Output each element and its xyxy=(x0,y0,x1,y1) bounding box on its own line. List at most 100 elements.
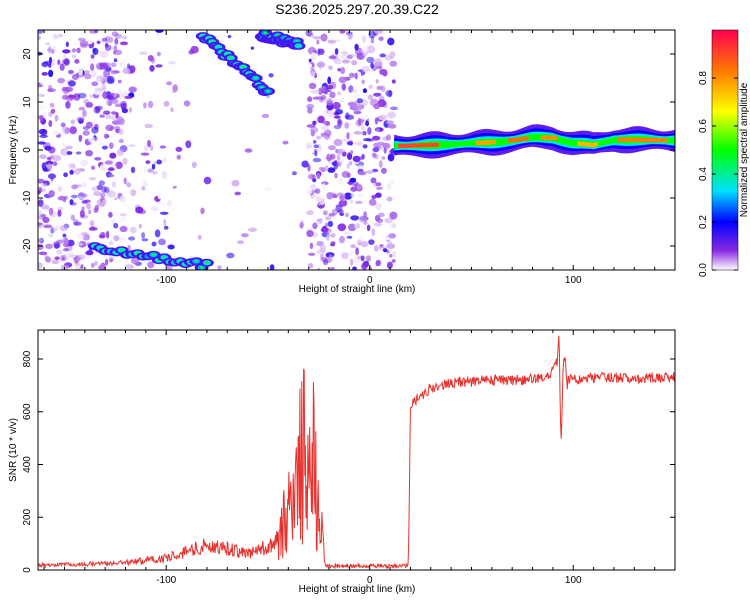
noise-speckle xyxy=(43,224,53,229)
noise-speckle xyxy=(373,222,383,227)
noise-speckle xyxy=(320,257,327,262)
noise-speckle xyxy=(371,228,375,237)
snr-y-tick-label: 600 xyxy=(22,403,33,420)
colorbar-tick-label: 0.6 xyxy=(698,119,709,133)
noise-speckle xyxy=(110,46,115,50)
noise-speckle xyxy=(375,260,380,267)
noise-speckle xyxy=(375,79,379,84)
noise-speckle xyxy=(350,102,358,111)
noise-speckle xyxy=(149,65,155,72)
noise-speckle xyxy=(334,172,338,179)
noise-speckle xyxy=(330,233,336,238)
colorbar-gradient xyxy=(711,29,739,271)
noise-speckle xyxy=(54,114,59,122)
noise-speckle xyxy=(379,53,386,58)
noise-speckle xyxy=(151,241,157,247)
noise-speckle xyxy=(38,238,42,243)
noise-speckle xyxy=(350,215,360,221)
noise-speckle xyxy=(327,39,337,44)
noise-speckle xyxy=(342,138,352,143)
noise-speckle xyxy=(361,35,366,44)
noise-speckle xyxy=(91,81,99,87)
noise-speckle xyxy=(94,90,102,96)
noise-speckle xyxy=(382,248,388,253)
noise-speckle xyxy=(100,208,107,216)
noise-speckle xyxy=(388,55,394,59)
noise-speckle xyxy=(168,60,176,65)
noise-speckle xyxy=(323,210,328,216)
noise-speckle xyxy=(48,232,54,238)
noise-speckle xyxy=(118,138,124,144)
noise-speckle xyxy=(111,120,121,125)
noise-speckle xyxy=(84,73,92,80)
streak-blob xyxy=(266,90,270,93)
noise-speckle xyxy=(84,69,90,76)
noise-speckle xyxy=(301,160,309,168)
noise-speckle xyxy=(231,179,240,187)
snr-ticks: -100 0 100 0 200 400 600 800 xyxy=(22,330,676,586)
noise-speckle xyxy=(91,70,97,78)
noise-speckle xyxy=(54,105,60,110)
noise-speckle xyxy=(368,239,375,245)
noise-speckle xyxy=(316,61,326,68)
noise-speckle xyxy=(306,210,314,216)
noise-speckle xyxy=(363,138,372,142)
noise-speckle xyxy=(101,83,105,89)
noise-speckle xyxy=(156,51,161,57)
noise-speckle xyxy=(82,130,90,136)
noise-speckle xyxy=(155,64,163,68)
snr-y-tick-label: 0 xyxy=(22,567,33,573)
noise-speckle xyxy=(50,108,56,114)
noise-speckle xyxy=(111,111,117,115)
noise-speckle xyxy=(126,182,132,188)
noise-speckle xyxy=(374,61,383,67)
noise-speckle xyxy=(355,200,363,205)
noise-speckle xyxy=(375,128,380,132)
noise-speckle xyxy=(175,146,183,152)
noise-speckle xyxy=(130,189,137,197)
noise-speckle xyxy=(144,123,153,129)
noise-speckle xyxy=(53,242,60,249)
noise-speckle xyxy=(69,126,77,135)
noise-speckle xyxy=(128,144,136,148)
noise-speckle xyxy=(109,152,117,159)
noise-speckle xyxy=(75,151,82,155)
noise-speckle xyxy=(334,115,341,119)
noise-speckle xyxy=(381,85,386,92)
noise-speckle xyxy=(314,195,322,202)
noise-speckle xyxy=(343,192,353,200)
noise-speckle xyxy=(141,232,146,239)
noise-speckle xyxy=(373,146,382,150)
noise-speckle xyxy=(108,36,114,44)
noise-speckle xyxy=(99,50,109,58)
noise-speckle xyxy=(349,177,357,183)
noise-speckle xyxy=(261,113,270,118)
noise-speckle xyxy=(346,163,350,169)
noise-speckle xyxy=(87,116,94,121)
noise-speckle xyxy=(371,152,377,158)
noise-speckle xyxy=(326,192,334,200)
noise-speckle xyxy=(354,72,358,80)
noise-speckle xyxy=(147,168,154,173)
noise-speckle xyxy=(326,98,334,106)
noise-speckle xyxy=(76,256,81,262)
noise-speckle xyxy=(163,225,169,230)
noise-speckle xyxy=(327,110,335,118)
noise-speckle xyxy=(108,211,113,218)
noise-speckle xyxy=(361,79,365,85)
noise-speckle xyxy=(368,84,374,90)
noise-speckle xyxy=(307,96,313,103)
noise-speckle xyxy=(80,160,89,167)
noise-speckle xyxy=(140,152,150,156)
noise-speckle xyxy=(143,166,148,173)
noise-speckle xyxy=(38,93,46,98)
noise-speckle xyxy=(99,192,106,197)
noise-speckle xyxy=(115,161,123,170)
noise-speckle xyxy=(341,83,347,91)
noise-speckle xyxy=(62,49,71,54)
noise-speckle xyxy=(392,250,396,258)
noise-speckle xyxy=(143,102,147,109)
noise-speckle xyxy=(88,227,98,231)
noise-speckle xyxy=(161,170,168,179)
noise-speckle xyxy=(114,197,118,201)
